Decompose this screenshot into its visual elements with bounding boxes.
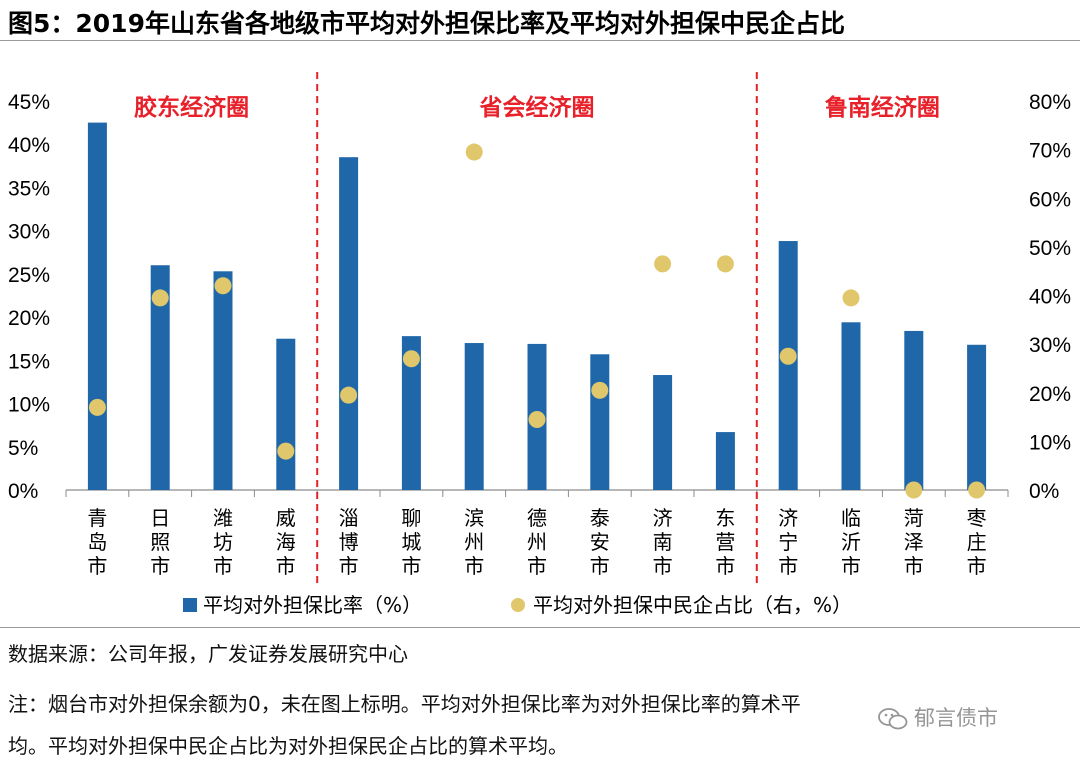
left-axis-tick-label: 5% xyxy=(8,437,38,460)
bar-潍坊市 xyxy=(213,271,233,490)
legend-dot-swatch xyxy=(511,598,525,612)
point-菏泽市 xyxy=(905,481,923,499)
legend-bar-label: 平均对外担保比率（%） xyxy=(203,593,422,617)
legend: 平均对外担保比率（%） 平均对外担保中民企占比（右，%） xyxy=(183,593,852,617)
x-tick-label: 日照市 xyxy=(150,506,170,578)
left-axis-tick-label: 0% xyxy=(8,480,38,503)
left-axis-tick-label: 45% xyxy=(8,91,50,114)
x-tick-label: 济宁市 xyxy=(778,506,798,578)
point-临沂市 xyxy=(842,289,860,307)
bar-日照市 xyxy=(150,265,170,490)
point-德州市 xyxy=(528,410,546,428)
point-威海市 xyxy=(277,442,295,460)
point-淄博市 xyxy=(340,386,358,404)
source-note: 数据来源：公司年报，广发证券发展研究中心 xyxy=(8,642,408,666)
x-tick-label: 菏泽市 xyxy=(904,506,924,578)
right-axis-tick-label: 30% xyxy=(1029,334,1071,357)
point-聊城市 xyxy=(402,350,420,368)
bar-临沂市 xyxy=(841,322,861,490)
right-axis-tick-label: 10% xyxy=(1029,431,1071,454)
left-axis-tick-label: 10% xyxy=(8,394,50,417)
footnote-line-1: 注：烟台市对外担保余额为0，未在图上标明。平均对外担保比率为对外担保比率的算术平 xyxy=(8,692,801,716)
left-axis-tick-label: 35% xyxy=(8,177,50,200)
right-axis-tick-label: 0% xyxy=(1029,480,1059,503)
x-tick-label: 德州市 xyxy=(527,506,547,578)
figure-title: 图5：2019年山东省各地级市平均对外担保比率及平均对外担保中民企占比 xyxy=(8,9,845,38)
point-青岛市 xyxy=(88,398,106,416)
x-tick-label: 济南市 xyxy=(653,506,673,578)
region-dividers: 胶东经济圈 省会经济圈 鲁南经济圈 xyxy=(134,72,940,588)
right-axis-tick-label: 40% xyxy=(1029,286,1071,309)
bar-滨州市 xyxy=(464,343,484,490)
right-axis-tick-label: 80% xyxy=(1029,91,1071,114)
footnote-line-2: 均。平均对外担保中民企占比为对外担保民企占比的算术平均。 xyxy=(8,734,568,758)
x-tick-label: 青岛市 xyxy=(87,506,107,578)
left-axis-tick-label: 15% xyxy=(8,350,50,373)
point-枣庄市 xyxy=(968,481,986,499)
wechat-icon xyxy=(878,708,908,730)
scatter-series xyxy=(88,143,986,499)
bar-series xyxy=(87,122,987,490)
x-tick-label: 聊城市 xyxy=(401,506,421,578)
axes: 0% 5% 10% 15% 20% 25% 30% 35% 40% 45% 0% 10% 20% 30% 4… xyxy=(8,91,1071,503)
chart-area: 0% 5% 10% 15% 20% 25% 30% 35% 40% 45% 0% 10% 20% 30% 4… xyxy=(8,72,1071,617)
legend-dot-label: 平均对外担保中民企占比（右，%） xyxy=(533,593,852,617)
bar-聊城市 xyxy=(401,336,421,490)
point-滨州市 xyxy=(465,143,483,161)
legend-bar-swatch xyxy=(183,598,197,612)
right-axis-tick-label: 50% xyxy=(1029,237,1071,260)
left-axis-tick-label: 20% xyxy=(8,307,50,330)
bar-济宁市 xyxy=(778,241,798,490)
point-济宁市 xyxy=(779,347,797,365)
right-axis-tick-label: 70% xyxy=(1029,140,1071,163)
right-axis-tick-label: 60% xyxy=(1029,188,1071,211)
x-tick-label: 潍坊市 xyxy=(213,506,233,578)
bar-济南市 xyxy=(653,375,673,490)
bar-淄博市 xyxy=(339,157,359,490)
title-rule xyxy=(0,40,1080,41)
x-tick-label: 东营市 xyxy=(715,506,735,578)
x-tick-label: 泰安市 xyxy=(590,506,610,578)
left-axis-tick-label: 25% xyxy=(8,264,50,287)
chart-bottom-rule xyxy=(0,627,1080,628)
left-axis-tick-label: 30% xyxy=(8,221,50,244)
left-axis-tick-label: 40% xyxy=(8,134,50,157)
x-tick-labels: 青岛市 日照市 潍坊市 威海市 淄博市 聊城市 滨州市 德州市 泰安市 济南市 东营市 济宁市 临沂市 菏… xyxy=(87,506,986,578)
region-label: 胶东经济圈 xyxy=(134,94,249,121)
point-潍坊市 xyxy=(214,277,232,295)
x-tick-label: 淄博市 xyxy=(339,506,359,578)
point-东营市 xyxy=(716,255,734,273)
watermark-text: 郁言债市 xyxy=(914,706,998,730)
bar-东营市 xyxy=(715,432,735,490)
bar-青岛市 xyxy=(87,122,107,490)
point-泰安市 xyxy=(591,381,609,399)
x-tick-label: 滨州市 xyxy=(464,506,484,578)
point-日照市 xyxy=(151,289,169,307)
bar-泰安市 xyxy=(590,354,610,490)
bar-枣庄市 xyxy=(967,344,987,490)
right-axis-tick-label: 20% xyxy=(1029,383,1071,406)
point-济南市 xyxy=(654,255,672,273)
bar-威海市 xyxy=(276,338,296,490)
x-tick-label: 枣庄市 xyxy=(967,506,987,578)
region-label: 省会经济圈 xyxy=(479,94,595,121)
x-tick-label: 临沂市 xyxy=(841,506,861,578)
x-tick-label: 威海市 xyxy=(276,506,296,578)
bar-菏泽市 xyxy=(904,330,924,490)
watermark: 郁言债市 xyxy=(878,702,998,732)
region-label: 鲁南经济圈 xyxy=(824,94,940,121)
